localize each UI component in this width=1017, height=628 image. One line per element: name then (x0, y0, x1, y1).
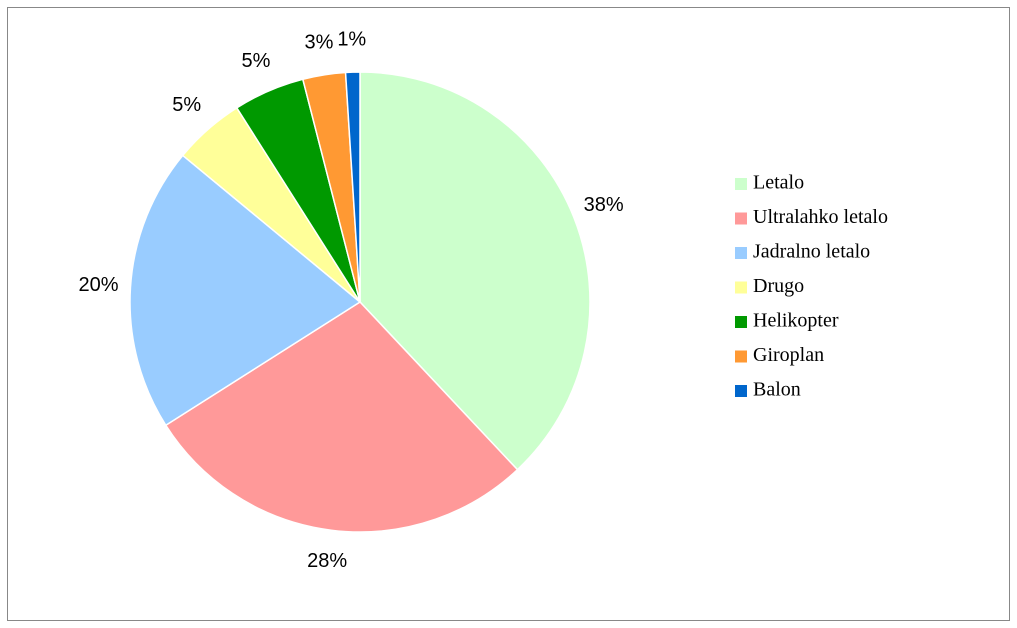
data-label: 38% (584, 194, 624, 216)
legend-swatch (735, 350, 747, 363)
legend-label: Letalo (753, 172, 804, 194)
data-label: 5% (241, 50, 270, 72)
pie-slice (344, 71, 361, 303)
pie-slice (129, 154, 362, 427)
legend-label: Giroplan (753, 344, 824, 366)
data-label: 20% (79, 274, 119, 296)
legend-label: Helikopter (753, 310, 839, 332)
legend-swatch (735, 247, 747, 259)
pie-slice (359, 71, 591, 471)
data-label: 3% (305, 32, 334, 54)
legend-swatch (735, 385, 747, 397)
data-label: 1% (337, 28, 366, 50)
pie-slice (164, 301, 519, 533)
data-label: 5% (172, 94, 201, 116)
legend-label: Balon (753, 379, 801, 401)
legend-label: Drugo (753, 275, 804, 297)
legend-swatch (735, 316, 747, 328)
legend-swatch (735, 178, 747, 190)
legend-label: Jadralno letalo (753, 241, 870, 263)
legend-swatch (735, 212, 747, 225)
data-label: 28% (307, 550, 347, 572)
legend-label: Ultralahko letalo (753, 206, 888, 228)
legend-swatch (735, 281, 747, 294)
